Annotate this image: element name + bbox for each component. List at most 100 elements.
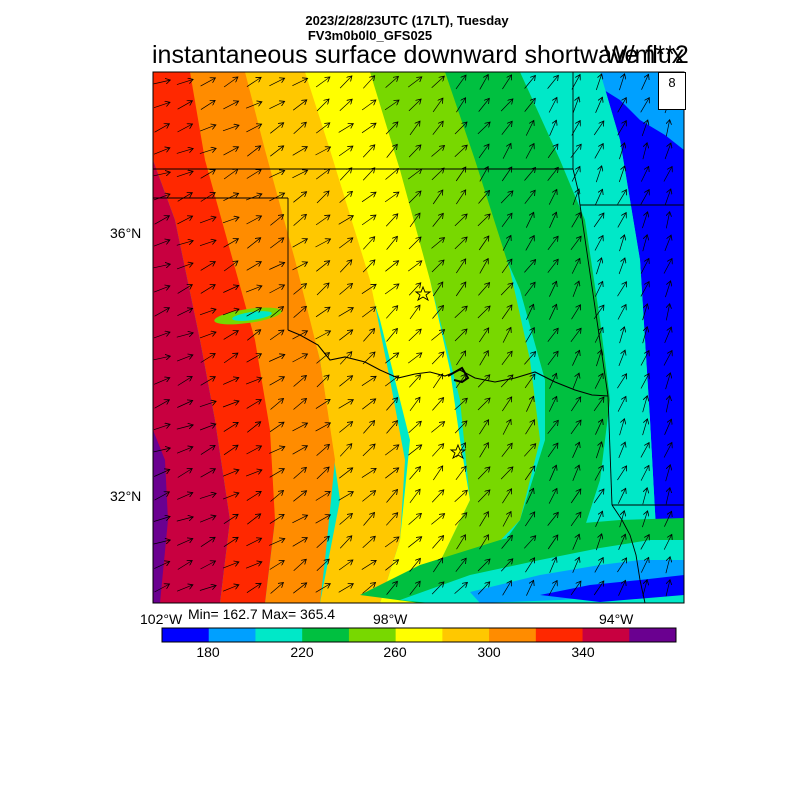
wind-arrow: [270, 399, 284, 410]
wind-arrow: [409, 305, 420, 320]
wind-arrow: [525, 120, 534, 136]
wind-arrow: [316, 559, 329, 572]
wind-arrow: [432, 306, 444, 319]
wind-arrow: [200, 78, 216, 87]
colorbar-label: 220: [290, 644, 314, 660]
wind-arrow: [315, 584, 331, 593]
wind-arrow: [293, 491, 306, 502]
wind-arrow: [200, 445, 215, 455]
wind-arrow: [409, 581, 420, 595]
wind-arrow: [664, 143, 671, 160]
wind-arrow: [315, 492, 330, 501]
wind-arrow: [269, 469, 285, 478]
wind-arrow: [153, 356, 171, 360]
wind-arrow: [524, 76, 536, 89]
wind-arrow: [316, 353, 330, 364]
wind-arrow: [664, 327, 672, 344]
star-marker: [449, 443, 467, 460]
wind-arrow: [431, 352, 444, 365]
wind-arrow: [431, 76, 445, 89]
wind-arrow: [547, 236, 558, 251]
colorbar-swatch: [348, 628, 397, 642]
wind-arrow: [642, 396, 648, 413]
wind-arrow: [361, 215, 376, 226]
date-line: 2023/2/28/23UTC (17LT), Tuesday: [305, 13, 509, 28]
wind-arrow: [433, 374, 442, 389]
wind-arrow: [501, 213, 512, 228]
wind-arrow: [454, 306, 467, 319]
wind-arrow: [548, 98, 557, 113]
wind-arrow: [269, 377, 285, 386]
wind-arrow: [549, 557, 557, 573]
wind-arrow: [593, 121, 604, 136]
colorbar-label: 340: [571, 644, 595, 660]
wind-arrow: [618, 350, 625, 367]
wind-arrow: [246, 446, 262, 455]
wind-arrow: [663, 167, 672, 182]
wind-arrow: [595, 442, 601, 459]
wind-arrow: [502, 581, 512, 596]
wind-arrow: [432, 282, 443, 297]
wind-arrow: [176, 425, 193, 430]
wind-arrow: [547, 420, 559, 434]
wind-arrow: [664, 235, 671, 252]
wind-arrow: [617, 374, 626, 389]
wind-arrow: [292, 100, 307, 111]
wind-arrow: [408, 421, 422, 433]
wind-arrow: [247, 146, 260, 157]
wind-arrow: [432, 190, 443, 205]
wind-arrow: [176, 241, 193, 246]
wind-arrow: [223, 353, 238, 364]
wind-arrow: [176, 585, 193, 592]
wind-arrow: [386, 144, 398, 158]
wind-arrow: [153, 264, 171, 268]
colorbar-label: 180: [196, 644, 220, 660]
wind-arrow: [524, 374, 535, 389]
colorbar-swatch: [489, 628, 537, 642]
wind-arrow: [154, 378, 170, 385]
wind-arrow: [548, 189, 557, 205]
wind-arrow: [222, 401, 239, 408]
wind-arrow: [524, 190, 535, 204]
wind-arrow: [153, 240, 170, 247]
wind-arrow: [339, 99, 352, 112]
wind-arrow: [547, 351, 558, 366]
wind-arrow: [386, 306, 397, 319]
wind-arrow: [315, 331, 331, 340]
wind-arrow: [339, 422, 352, 433]
wind-arrow: [270, 491, 284, 502]
wind-arrow: [384, 100, 399, 111]
wind-arrow: [477, 582, 490, 595]
wind-arrow: [619, 511, 625, 528]
wind-arrow: [572, 281, 579, 298]
colorbar-frame: [161, 627, 677, 643]
wind-arrow: [269, 422, 284, 433]
wind-arrow: [269, 78, 284, 87]
colorbar-swatch: [629, 628, 677, 642]
wind-arrow: [525, 558, 534, 573]
wind-arrow: [245, 378, 262, 385]
wind-arrow: [524, 536, 535, 549]
wind-arrow: [642, 212, 647, 229]
wind-arrow: [408, 329, 421, 342]
wind-arrow: [642, 511, 647, 528]
wind-arrow: [407, 353, 422, 364]
wind-arrow: [665, 488, 670, 505]
wind-arrow: [618, 166, 624, 183]
wind-arrow: [593, 397, 604, 412]
wind-arrow: [664, 511, 671, 527]
wind-arrow: [246, 216, 262, 225]
wind-arrow: [153, 332, 170, 339]
wind-arrow: [526, 580, 533, 596]
wind-arrow: [361, 192, 376, 203]
wind-arrow: [177, 401, 192, 408]
wind-arrow: [502, 327, 511, 343]
wind-arrow: [154, 492, 170, 501]
wind-arrow: [500, 191, 513, 204]
wind-arrow: [338, 146, 353, 157]
wind-arrow: [153, 517, 170, 522]
wind-arrow: [338, 560, 353, 571]
map-frame: [152, 71, 685, 604]
wind-arrow: [479, 420, 488, 435]
